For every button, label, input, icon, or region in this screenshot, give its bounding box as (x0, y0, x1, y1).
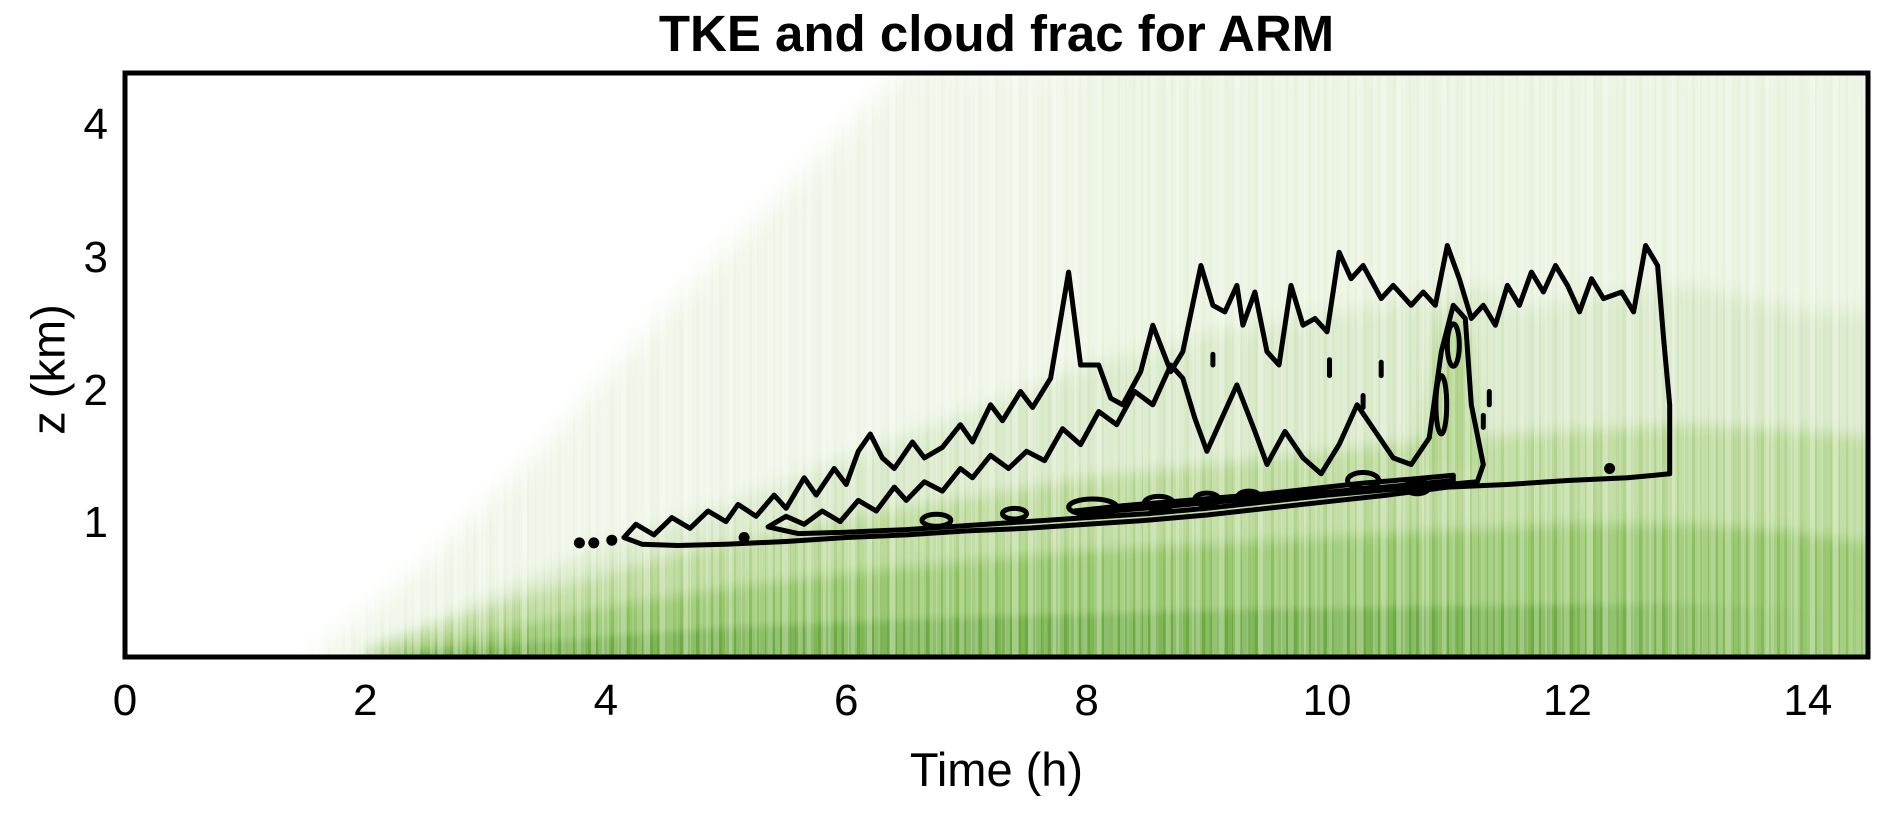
x-tick-label: 4 (593, 676, 619, 725)
x-axis-label: Time (h) (909, 743, 1084, 796)
y-tick-label: 3 (83, 232, 108, 282)
x-tick-label: 8 (1074, 676, 1099, 725)
tke-field (125, 73, 1868, 657)
x-tick-label: 6 (833, 676, 859, 725)
cloud-fraction-contours (573, 243, 1673, 549)
y-tick-label: 4 (83, 100, 108, 150)
axes-box (122, 70, 1871, 660)
y-axis-label: z (km) (21, 304, 75, 435)
x-tick-label: 12 (1542, 676, 1592, 725)
x-tick-label: 0 (112, 676, 138, 725)
y-tick-label: 2 (83, 365, 108, 415)
x-tick-label: 14 (1783, 676, 1833, 725)
chart-title: TKE and cloud frac for ARM (658, 5, 1335, 62)
x-tick-label: 2 (353, 676, 378, 725)
x-tick-label: 10 (1302, 676, 1352, 725)
y-tick-label: 1 (83, 498, 108, 548)
